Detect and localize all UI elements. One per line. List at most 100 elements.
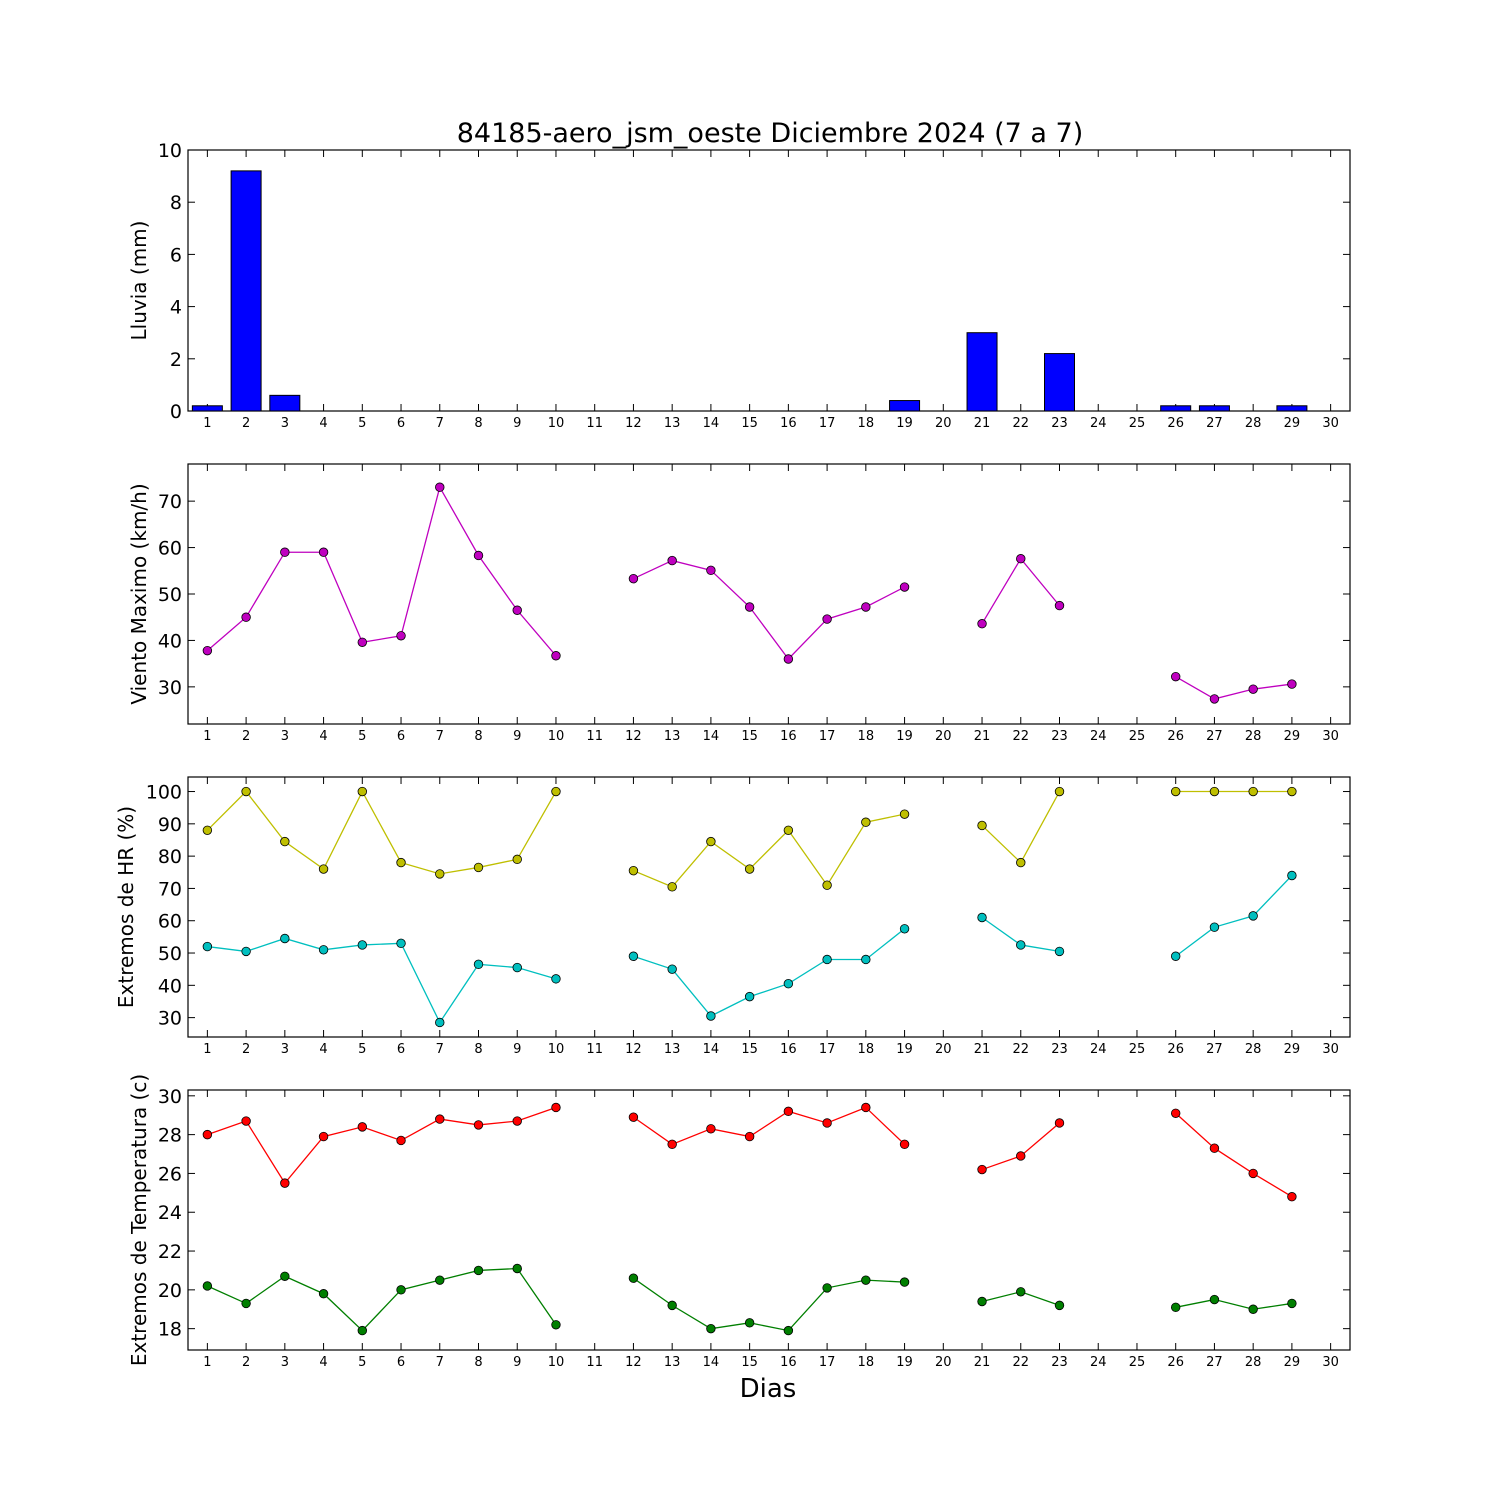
x-tick-label: 29	[1284, 729, 1301, 744]
x-tick-label: 20	[935, 1042, 952, 1057]
data-point	[551, 974, 561, 984]
x-tick-label: 9	[513, 416, 521, 431]
x-tick-label: 19	[896, 1042, 913, 1057]
x-tick-label: 9	[513, 1355, 521, 1370]
data-point	[861, 954, 871, 965]
y-tick-label: 18	[158, 1319, 182, 1341]
x-tick-label: 28	[1245, 416, 1262, 431]
rain-bar	[191, 405, 223, 412]
data-point	[435, 1017, 445, 1028]
x-tick-label: 17	[819, 729, 836, 744]
rain-bar	[1198, 405, 1230, 412]
data-point	[318, 1131, 329, 1142]
x-tick-label: 27	[1206, 729, 1223, 744]
data-point	[357, 637, 368, 647]
x-tick-label: 15	[741, 416, 758, 431]
series-line	[206, 485, 557, 657]
data-point	[822, 1118, 832, 1128]
x-tick-label: 26	[1167, 1355, 1184, 1370]
x-tick-label: 29	[1284, 1355, 1301, 1370]
data-point	[706, 1011, 716, 1021]
x-tick-label: 1	[203, 1042, 211, 1057]
x-tick-label: 25	[1129, 1042, 1146, 1057]
x-tick-label: 13	[664, 729, 681, 744]
data-point	[1016, 857, 1026, 868]
x-tick-label: 30	[1322, 1042, 1339, 1057]
data-point	[473, 550, 484, 561]
x-tick-label: 18	[858, 416, 875, 431]
data-point	[241, 946, 251, 957]
x-tick-label: 10	[548, 1355, 565, 1370]
data-point	[357, 1122, 368, 1132]
y-tick-label: 28	[158, 1125, 182, 1147]
data-point	[435, 1114, 445, 1124]
data-point	[512, 962, 522, 973]
data-point	[1287, 870, 1297, 881]
data-point	[1054, 946, 1065, 957]
data-point	[396, 1135, 406, 1146]
x-tick-label: 7	[436, 1042, 444, 1057]
chart-title: 84185-aero_jsm_oeste Diciembre 2024 (7 a…	[457, 118, 1083, 149]
data-point	[396, 631, 406, 641]
x-tick-label: 28	[1245, 1355, 1262, 1370]
data-point	[822, 614, 832, 624]
data-point	[1248, 1168, 1258, 1179]
y-axis-label: Lluvia (mm)	[127, 221, 151, 341]
y-tick-label: 26	[158, 1163, 182, 1185]
data-point	[667, 1300, 677, 1311]
y-axis-label: Extremos de Temperatura (c)	[127, 1074, 151, 1366]
plot-frame	[187, 1089, 1351, 1351]
data-point	[1054, 1118, 1065, 1128]
data-point	[861, 1102, 871, 1113]
y-tick-label: 30	[158, 1008, 182, 1030]
rain-bar	[1276, 405, 1308, 412]
x-tick-label: 6	[397, 729, 405, 744]
series-line	[1175, 1298, 1292, 1310]
data-point	[1170, 1302, 1181, 1313]
x-tick-label: 4	[319, 1042, 327, 1057]
y-tick-label: 10	[158, 140, 182, 162]
x-tick-label: 4	[319, 729, 327, 744]
x-tick-label: 26	[1167, 1042, 1184, 1057]
data-point	[1016, 1287, 1026, 1297]
data-point	[473, 1265, 484, 1276]
y-tick-label: 100	[146, 782, 182, 804]
y-axis-label: Viento Maximo (km/h)	[127, 483, 151, 704]
x-tick-label: 13	[664, 1042, 681, 1057]
data-point	[667, 964, 677, 974]
data-point	[861, 1275, 871, 1285]
x-tick-label: 4	[319, 1355, 327, 1370]
plot-frame	[187, 776, 1351, 1038]
y-tick-label: 80	[158, 846, 182, 868]
x-tick-label: 27	[1206, 416, 1223, 431]
x-axis-label: Dias	[740, 1374, 797, 1404]
x-tick-label: 29	[1284, 416, 1301, 431]
x-tick-label: 10	[548, 729, 565, 744]
data-point	[1209, 786, 1220, 797]
data-point	[706, 836, 716, 847]
x-tick-label: 20	[935, 729, 952, 744]
series-line	[207, 937, 557, 1024]
data-point	[473, 959, 484, 970]
data-point	[357, 940, 368, 950]
x-tick-label: 1	[203, 416, 211, 431]
data-point	[1287, 1298, 1297, 1309]
data-point	[1209, 1143, 1220, 1153]
y-tick-label: 24	[158, 1202, 182, 1224]
x-tick-label: 23	[1051, 1355, 1068, 1370]
series-line	[206, 790, 557, 875]
data-point	[744, 991, 755, 1002]
x-tick-label: 16	[780, 1042, 797, 1057]
x-tick-label: 20	[935, 416, 952, 431]
data-point	[977, 820, 987, 831]
x-tick-label: 25	[1129, 1355, 1146, 1370]
data-point	[706, 1323, 716, 1334]
data-point	[202, 941, 213, 952]
y-tick-label: 2	[170, 349, 182, 371]
x-tick-label: 30	[1322, 416, 1339, 431]
data-point	[899, 924, 910, 934]
x-tick-label: 28	[1245, 1042, 1262, 1057]
